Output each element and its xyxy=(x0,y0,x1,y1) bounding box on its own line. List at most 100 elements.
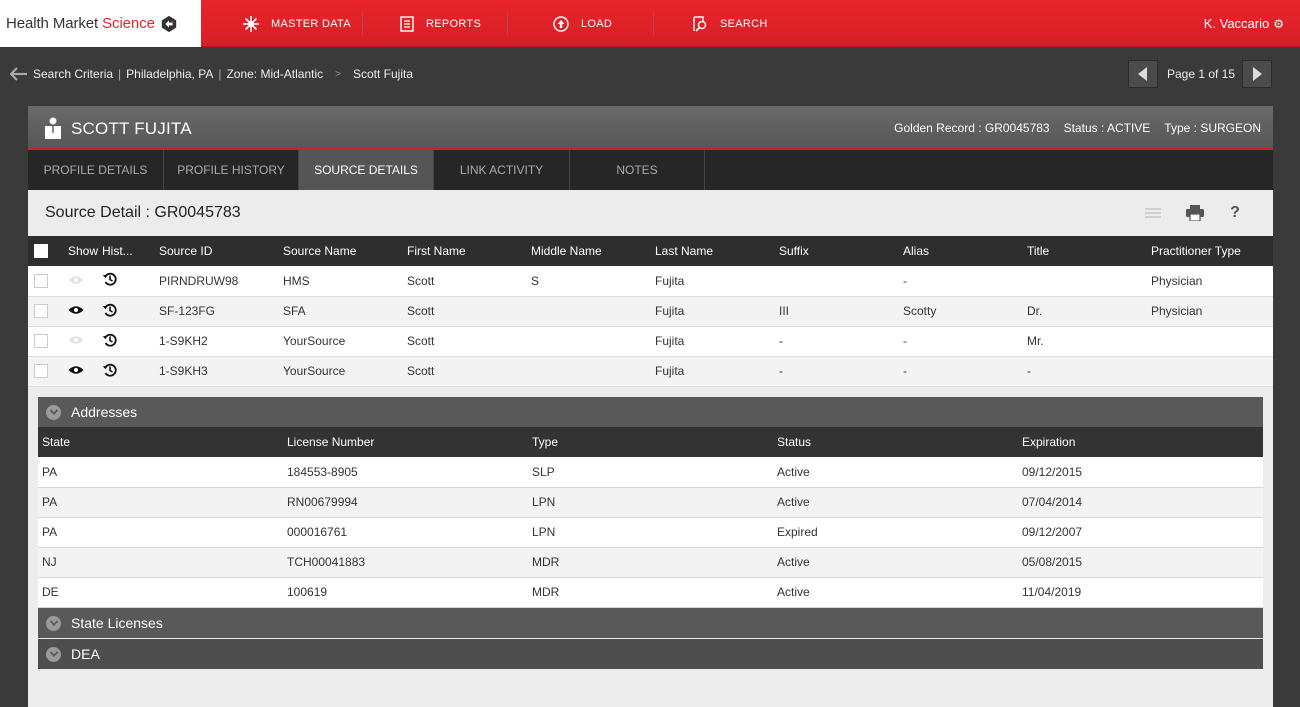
first-name-cell: Scott xyxy=(401,296,525,327)
table-row[interactable]: 1-S9KH2 YourSource Scott Fujita - - Mr. xyxy=(28,326,1273,357)
tab-profile-details[interactable]: PROFILE DETAILS xyxy=(28,150,164,190)
column-header[interactable]: Source Name xyxy=(277,236,401,266)
table-row[interactable]: PA 000016761 LPN Expired 09/12/2007 xyxy=(38,517,1263,548)
license-number-cell: 000016761 xyxy=(283,517,528,548)
last-name-cell: Fujita xyxy=(649,326,773,357)
column-header[interactable]: Show xyxy=(62,236,98,266)
state-licenses-section-header[interactable]: State Licenses xyxy=(38,608,1263,638)
select-all-checkbox[interactable] xyxy=(34,244,48,259)
next-page-button[interactable] xyxy=(1242,60,1272,88)
list-icon[interactable] xyxy=(1143,204,1163,222)
column-header[interactable]: Expiration xyxy=(1018,427,1263,457)
column-header[interactable]: Title xyxy=(1021,236,1145,266)
user-name: K. Vaccario xyxy=(1203,16,1270,31)
table-row[interactable]: DE 100619 MDR Active 11/04/2019 xyxy=(38,577,1263,608)
history-icon[interactable] xyxy=(102,273,118,290)
license-state-cell: PA xyxy=(38,517,283,548)
nav-divider xyxy=(362,12,363,36)
column-header[interactable]: Suffix xyxy=(773,236,897,266)
nav-master-data[interactable]: MASTER DATA xyxy=(243,0,351,47)
row-select-cell xyxy=(28,266,62,297)
column-header[interactable]: Hist... xyxy=(96,236,153,266)
table-row[interactable]: PIRNDRUW98 HMS Scott S Fujita - Physician xyxy=(28,266,1273,297)
row-checkbox[interactable] xyxy=(34,304,48,319)
help-icon[interactable]: ? xyxy=(1230,204,1240,221)
table-row[interactable]: 1-S9KH3 YourSource Scott Fujita - - - xyxy=(28,356,1273,387)
breadcrumb-search-criteria[interactable]: Search Criteria xyxy=(33,67,114,81)
source-id-cell: SF-123FG xyxy=(153,296,277,327)
source-name-cell: SFA xyxy=(277,296,401,327)
license-state-cell: DE xyxy=(38,577,283,608)
record-name: SCOTT FUJITA xyxy=(71,119,192,138)
table-row[interactable]: PA RN00679994 LPN Active 07/04/2014 xyxy=(38,487,1263,518)
column-header[interactable]: Practitioner Type xyxy=(1145,236,1273,266)
title-cell: Dr. xyxy=(1021,296,1145,327)
eye-icon[interactable] xyxy=(68,364,84,378)
source-name-cell: YourSource xyxy=(277,356,401,387)
show-toggle[interactable] xyxy=(62,266,96,297)
show-toggle[interactable] xyxy=(62,356,96,387)
source-detail-table: Show Hist... Source ID Source Name First… xyxy=(28,236,1273,387)
breadcrumb-separator: | xyxy=(118,67,122,81)
tab-link-activity[interactable]: LINK ACTIVITY xyxy=(434,150,570,190)
nav-load-label: LOAD xyxy=(581,17,613,30)
title-cell: Mr. xyxy=(1021,326,1145,357)
row-select-cell xyxy=(28,326,62,357)
license-expiration-cell: 11/04/2019 xyxy=(1018,577,1263,608)
history-cell[interactable] xyxy=(96,266,153,297)
history-icon[interactable] xyxy=(102,303,118,321)
first-name-cell: Scott xyxy=(401,326,525,357)
license-type-cell: LPN xyxy=(528,517,773,548)
user-menu[interactable]: K. Vaccario ⚙ xyxy=(1204,0,1284,47)
column-header[interactable]: License Number xyxy=(283,427,528,457)
row-checkbox[interactable] xyxy=(34,274,48,289)
column-header[interactable]: Alias xyxy=(897,236,1021,266)
chevron-right-icon: > xyxy=(335,68,341,80)
dea-section-label: DEA xyxy=(71,646,100,662)
tab-source-details[interactable]: SOURCE DETAILS xyxy=(299,150,434,196)
license-status-cell: Active xyxy=(773,547,1018,578)
column-header[interactable]: Middle Name xyxy=(525,236,649,266)
history-cell[interactable] xyxy=(96,296,153,327)
column-header[interactable]: State xyxy=(38,427,283,457)
gear-icon[interactable]: ⚙ xyxy=(1273,16,1284,31)
history-icon[interactable] xyxy=(102,363,118,381)
app-logo[interactable]: Health Market Science xyxy=(0,0,201,47)
history-cell[interactable] xyxy=(96,356,153,387)
eye-off-icon[interactable] xyxy=(68,274,84,288)
table-row[interactable]: NJ TCH00041883 MDR Active 05/08/2015 xyxy=(38,547,1263,578)
breadcrumb: Search Criteria | Philadelphia, PA | Zon… xyxy=(10,63,413,85)
back-arrow-icon[interactable] xyxy=(10,67,27,81)
license-expiration-cell: 07/04/2014 xyxy=(1018,487,1263,518)
tab-profile-history[interactable]: PROFILE HISTORY xyxy=(164,150,299,190)
show-toggle[interactable] xyxy=(62,326,96,357)
history-cell[interactable] xyxy=(96,326,153,357)
row-select-cell xyxy=(28,296,62,327)
history-icon[interactable] xyxy=(102,333,118,351)
tab-notes[interactable]: NOTES xyxy=(570,150,705,190)
eye-off-icon[interactable] xyxy=(68,334,84,348)
previous-page-button[interactable] xyxy=(1128,60,1158,88)
dea-section-header[interactable]: DEA xyxy=(38,639,1263,669)
nav-search-label: SEARCH xyxy=(720,17,768,30)
column-header[interactable]: Last Name xyxy=(649,236,773,266)
nav-reports[interactable]: REPORTS xyxy=(400,0,481,47)
row-checkbox[interactable] xyxy=(34,334,48,349)
column-header[interactable]: Source ID xyxy=(153,236,277,266)
print-icon[interactable] xyxy=(1185,204,1205,222)
column-header[interactable]: Type xyxy=(528,427,773,457)
column-header[interactable]: First Name xyxy=(401,236,525,266)
license-number-cell: RN00679994 xyxy=(283,487,528,518)
licenses-table: State License Number Type Status Expirat… xyxy=(38,427,1263,608)
show-toggle[interactable] xyxy=(62,296,96,327)
table-row[interactable]: PA 184553-8905 SLP Active 09/12/2015 xyxy=(38,457,1263,488)
table-row[interactable]: SF-123FG SFA Scott Fujita III Scotty Dr. Physic… xyxy=(28,296,1273,327)
nav-load[interactable]: LOAD xyxy=(553,0,612,47)
addresses-section-header[interactable]: Addresses xyxy=(38,397,1263,427)
column-header[interactable]: Status xyxy=(773,427,1018,457)
suffix-cell: - xyxy=(773,356,897,387)
nav-search[interactable]: SEARCH xyxy=(693,0,768,47)
eye-icon[interactable] xyxy=(68,304,84,318)
record-header: SCOTT FUJITA Golden Record : GR0045783 S… xyxy=(28,106,1273,150)
row-checkbox[interactable] xyxy=(34,364,48,379)
